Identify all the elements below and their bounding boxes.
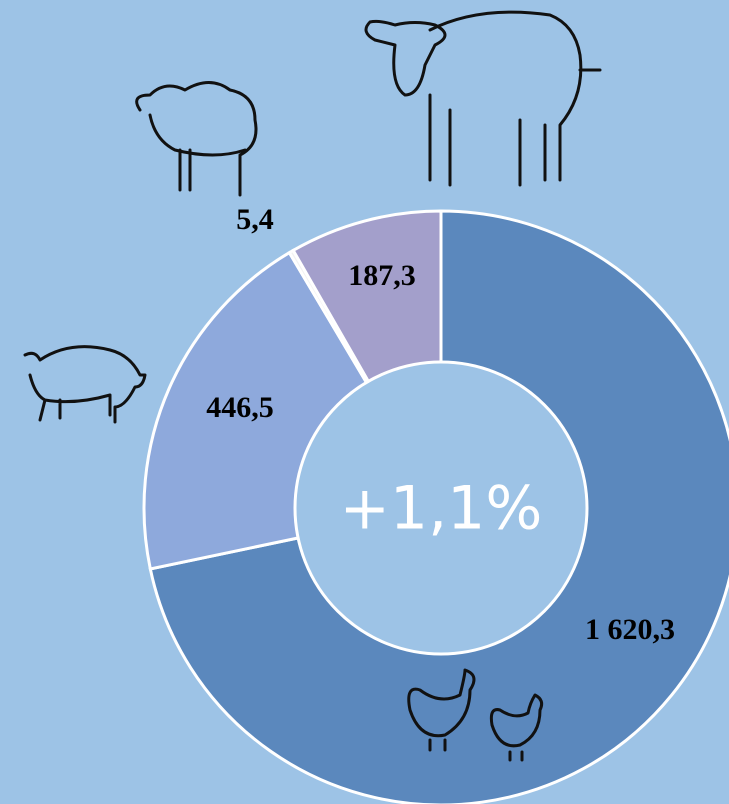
chart: +1,1% 1 620,3 446,5 5,4 187,3 bbox=[0, 0, 729, 804]
data-label: 187,3 bbox=[348, 259, 416, 292]
data-label: 5,4 bbox=[236, 203, 274, 236]
center-annotation: +1,1% bbox=[340, 474, 543, 544]
data-label: 446,5 bbox=[206, 391, 274, 424]
data-label: 1 620,3 bbox=[585, 613, 675, 646]
